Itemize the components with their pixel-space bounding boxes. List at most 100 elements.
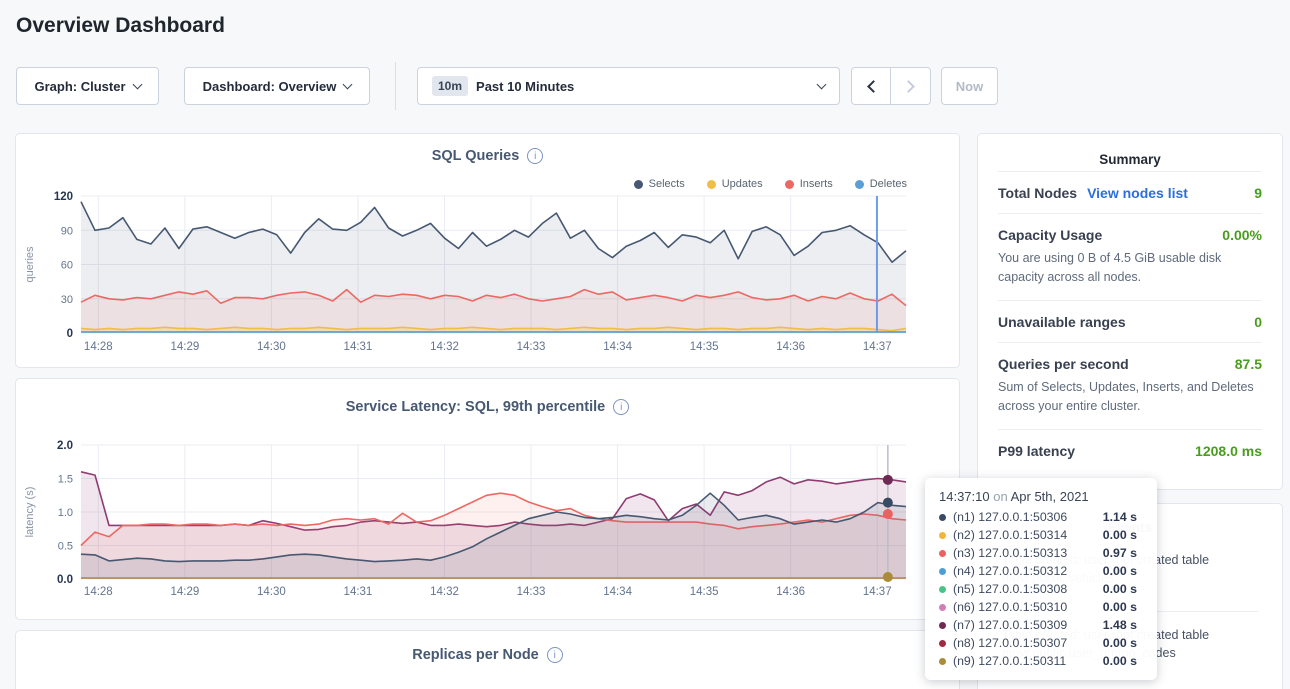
tooltip-node-address: (n1) 127.0.0.1:50306: [953, 510, 1068, 524]
chart-title: SQL Queries: [431, 148, 520, 164]
svg-text:14:30: 14:30: [257, 586, 286, 598]
summary-panel: Summary Total Nodes View nodes list 9 Ca…: [977, 133, 1283, 490]
svg-text:14:34: 14:34: [603, 586, 632, 598]
legend-item[interactable]: Updates: [706, 178, 763, 190]
svg-text:14:35: 14:35: [690, 341, 719, 353]
summary-title: Summary: [1099, 152, 1161, 167]
svg-text:14:37: 14:37: [863, 341, 892, 353]
summary-value: 0.00%: [1222, 227, 1262, 243]
dashboard-dropdown-label: Dashboard: Overview: [202, 78, 337, 94]
info-icon[interactable]: [527, 148, 544, 164]
node-color-dot-icon: [939, 567, 946, 575]
page-title: Overview Dashboard: [16, 14, 225, 37]
tooltip-node-address: (n4) 127.0.0.1:50312: [953, 564, 1068, 578]
svg-text:0: 0: [67, 328, 73, 340]
legend-dot-icon: [784, 179, 794, 189]
graph-dropdown[interactable]: Graph: Cluster: [16, 67, 159, 105]
time-range-label: Past 10 Minutes: [476, 78, 575, 94]
chart-title: Replicas per Node: [412, 647, 539, 663]
summary-label: Queries per second: [998, 355, 1129, 372]
tooltip-node-latency: 0.97 s: [1102, 546, 1137, 560]
tooltip-date: Apr 5th, 2021: [1010, 489, 1089, 504]
svg-text:60: 60: [61, 260, 73, 272]
node-color-dot-icon: [939, 513, 946, 521]
svg-text:14:35: 14:35: [690, 586, 719, 598]
chevron-down-icon: [816, 79, 827, 89]
tooltip-node-latency: 0.00 s: [1102, 600, 1137, 614]
tooltip-node-row: (n9) 127.0.0.1:50311 0.00 s: [939, 652, 1145, 670]
svg-text:latency (s): latency (s): [24, 487, 36, 538]
svg-text:90: 90: [61, 225, 73, 237]
svg-text:1.5: 1.5: [58, 474, 73, 486]
tooltip-node-latency: 0.00 s: [1102, 582, 1137, 596]
node-color-dot-icon: [939, 531, 946, 539]
legend-item[interactable]: Selects: [633, 178, 685, 190]
tooltip-node-row: (n3) 127.0.0.1:50313 0.97 s: [939, 544, 1145, 562]
time-prev-button[interactable]: [851, 67, 891, 105]
svg-text:14:28: 14:28: [84, 341, 113, 353]
svg-text:14:31: 14:31: [344, 586, 373, 598]
tooltip-time: 14:37:10: [939, 489, 990, 504]
legend-item[interactable]: Deletes: [854, 178, 907, 190]
tooltip-node-address: (n6) 127.0.0.1:50310: [953, 600, 1068, 614]
tooltip-rows: (n1) 127.0.0.1:50306 1.14 s (n2) 127.0.0.1…: [939, 508, 1145, 670]
svg-text:14:32: 14:32: [430, 341, 459, 353]
chart-title: Service Latency: SQL, 99th percentile: [345, 399, 606, 415]
svg-text:14:36: 14:36: [776, 586, 805, 598]
svg-text:14:32: 14:32: [430, 586, 459, 598]
summary-value: 9: [1254, 185, 1262, 201]
toolbar-divider: [395, 62, 396, 110]
tooltip-timestamp: 14:37:10 on Apr 5th, 2021: [939, 489, 1145, 504]
tooltip-node-address: (n9) 127.0.0.1:50311: [953, 654, 1067, 668]
svg-text:queries: queries: [24, 246, 36, 283]
svg-text:0.5: 0.5: [58, 541, 73, 553]
replicas-per-node-panel: Replicas per Node: [15, 630, 960, 689]
tooltip-node-latency: 0.00 s: [1102, 636, 1137, 650]
tooltip-node-address: (n3) 127.0.0.1:50313: [953, 546, 1068, 560]
sql-queries-panel: SQL Queries Selects Updates Inserts Deletes…: [15, 133, 960, 368]
info-icon[interactable]: [546, 647, 563, 663]
legend-item[interactable]: Inserts: [784, 178, 833, 190]
time-range-dropdown[interactable]: 10m Past 10 Minutes: [417, 67, 840, 105]
info-icon[interactable]: [613, 399, 630, 415]
service-latency-chart[interactable]: 14:28 14:29 14:30 14:31 14:32 14:33 14:34 14:35…: [17, 435, 960, 615]
legend-label: Updates: [721, 178, 763, 190]
sql-queries-chart[interactable]: 14:28 14:29 14:30 14:31 14:32 14:33 14:34 14:35…: [17, 184, 960, 369]
node-color-dot-icon: [939, 657, 946, 665]
dashboard-dropdown[interactable]: Dashboard: Overview: [184, 67, 370, 105]
tooltip-node-latency: 0.00 s: [1102, 528, 1137, 542]
svg-text:14:33: 14:33: [517, 341, 546, 353]
tooltip-on: on: [993, 489, 1008, 504]
svg-text:14:33: 14:33: [517, 586, 546, 598]
legend-label: Selects: [648, 178, 685, 190]
svg-text:1.0: 1.0: [58, 507, 73, 519]
time-window-arrows: [851, 67, 931, 105]
tooltip-node-latency: 0.00 s: [1102, 654, 1137, 668]
sql-queries-legend: Selects Updates Inserts Deletes: [633, 178, 907, 190]
summary-description: Sum of Selects, Updates, Inserts, and De…: [998, 379, 1254, 414]
svg-text:14:29: 14:29: [170, 586, 199, 598]
chevron-left-icon: [866, 79, 880, 93]
tooltip-node-row: (n6) 127.0.0.1:50310 0.00 s: [939, 598, 1145, 616]
svg-text:0.0: 0.0: [57, 574, 73, 586]
node-color-dot-icon: [939, 621, 946, 629]
legend-label: Deletes: [869, 178, 907, 190]
summary-label: Total Nodes: [998, 185, 1078, 201]
latency-hover-tooltip: 14:37:10 on Apr 5th, 2021 (n1) 127.0.0.1…: [925, 478, 1157, 680]
tooltip-node-row: (n5) 127.0.0.1:50308 0.00 s: [939, 580, 1145, 598]
summary-row-total-nodes: Total Nodes View nodes list 9: [998, 171, 1262, 213]
svg-text:2.0: 2.0: [57, 440, 73, 452]
time-next-button[interactable]: [891, 67, 931, 105]
summary-row-queries-per-second: Queries per second 87.5 Sum of Selects, …: [998, 341, 1262, 429]
tooltip-node-latency: 1.48 s: [1102, 618, 1137, 632]
summary-row-capacity-usage: Capacity Usage 0.00% You are using 0 B o…: [998, 213, 1262, 300]
summary-row-p99-latency: P99 latency 1208.0 ms: [998, 428, 1262, 471]
tooltip-node-address: (n2) 127.0.0.1:50314: [953, 528, 1068, 542]
summary-value: 1208.0 ms: [1195, 442, 1262, 459]
svg-text:120: 120: [54, 191, 73, 203]
summary-description: You are using 0 B of 4.5 GiB usable disk…: [998, 251, 1222, 285]
now-button[interactable]: Now: [941, 67, 998, 105]
node-color-dot-icon: [939, 639, 946, 647]
summary-label: Capacity Usage: [998, 227, 1103, 243]
view-nodes-list-link[interactable]: View nodes list: [1087, 185, 1188, 201]
